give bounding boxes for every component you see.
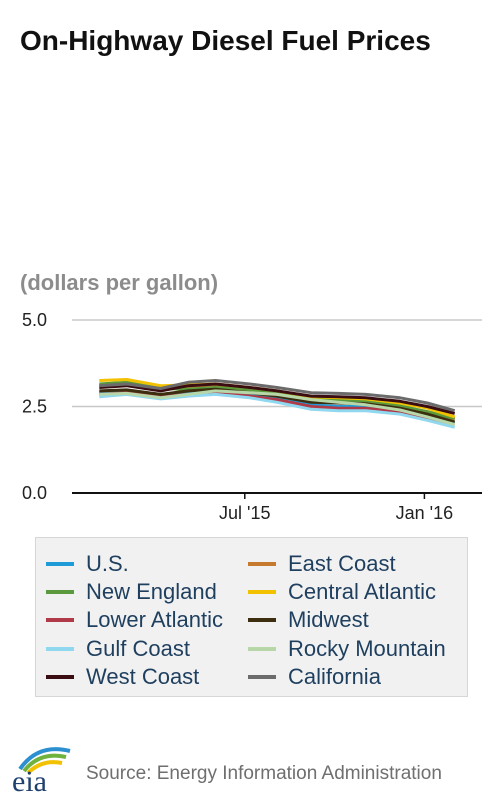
legend-label: U.S. — [86, 551, 129, 576]
legend-label: Lower Atlantic — [86, 607, 223, 633]
series-line-california — [99, 379, 456, 413]
legend-label: Gulf Coast — [86, 635, 190, 661]
chart-title: On-Highway Diesel Fuel Prices — [20, 25, 431, 56]
units-label: (dollars per gallon) — [20, 270, 219, 295]
legend-swatch — [46, 618, 74, 623]
legend-item: Rocky Mountain — [248, 635, 446, 663]
eia-logo: eia — [12, 747, 71, 795]
logo-arc-blue-icon — [18, 747, 71, 771]
legend-label: West Coast — [86, 663, 200, 689]
legend-label: California — [288, 663, 381, 689]
logo-arc-green-icon — [22, 753, 67, 773]
axes: 0.0 2.5 5.0 Jul '15 Jan '16 — [22, 310, 482, 523]
x-tick-label: Jan '16 — [396, 503, 453, 523]
legend-swatch — [248, 674, 276, 679]
legend-swatch — [46, 646, 74, 651]
y-tick-label: 2.5 — [22, 397, 47, 417]
legend-item: California — [248, 663, 381, 691]
legend-swatch — [248, 590, 276, 595]
series-line-midwest — [99, 387, 456, 424]
y-tick-label: 5.0 — [22, 310, 47, 330]
legend-item: New England — [46, 578, 217, 606]
legend-label: Rocky Mountain — [288, 635, 446, 661]
line-chart: 0.0 2.5 5.0 Jul '15 Jan '16 — [22, 310, 482, 523]
legend-swatch — [248, 646, 276, 651]
legend-label: New England — [86, 579, 217, 605]
legend-swatch — [46, 562, 74, 566]
legend-label: Midwest — [288, 607, 369, 633]
legend-swatch — [46, 590, 74, 595]
legend-swatch — [46, 674, 74, 679]
series-line-west-coast — [99, 382, 456, 415]
series-lines — [99, 378, 456, 429]
legend-item: Gulf Coast — [46, 635, 190, 663]
legend-item: West Coast — [46, 663, 199, 691]
legend-item: U.S. — [46, 550, 129, 578]
series-line-rocky-mountain — [99, 389, 456, 426]
legend-swatch — [248, 562, 276, 566]
logo-text: eia — [12, 765, 47, 795]
legend-item: Midwest — [248, 606, 369, 634]
y-tick-label: 0.0 — [22, 483, 47, 503]
legend-item: East Coast — [248, 550, 396, 578]
legend-item: Central Atlantic — [248, 578, 436, 606]
legend: U.S. East Coast New England Central Atlanti… — [35, 537, 468, 697]
legend-swatch — [248, 618, 276, 623]
legend-label: Central Atlantic — [288, 579, 436, 605]
legend-item: Lower Atlantic — [46, 606, 223, 634]
x-tick-label: Jul '15 — [219, 503, 270, 523]
logo-arc-yellow-icon — [26, 760, 63, 775]
legend-label: East Coast — [288, 551, 396, 576]
source-text: Source: Energy Information Administratio… — [86, 763, 442, 784]
footer: eia Source: Energy Information Administr… — [0, 735, 500, 795]
